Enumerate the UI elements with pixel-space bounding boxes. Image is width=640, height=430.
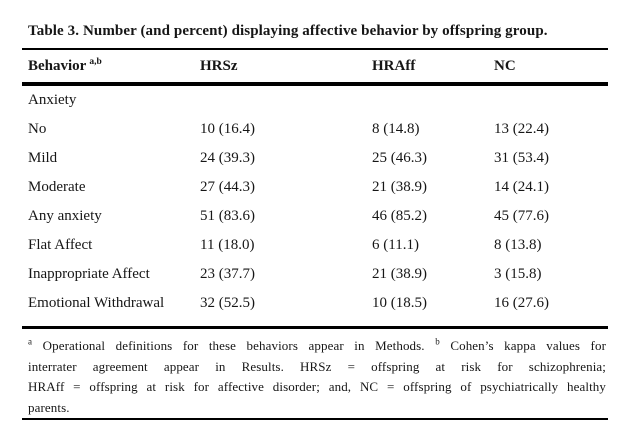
column-header-hraff: HRAff xyxy=(372,57,416,74)
column-header-hrsz: HRSz xyxy=(200,57,238,74)
cell-nc: 31 (53.4) xyxy=(494,149,549,166)
footnote-line: parents. xyxy=(28,399,70,415)
cell-hrsz: 23 (37.7) xyxy=(200,265,255,282)
table-row-no: No 10 (16.4) 8 (14.8) 13 (22.4) xyxy=(22,115,608,144)
cell-nc: 8 (13.8) xyxy=(494,236,542,253)
table-row-mild: Mild 24 (39.3) 25 (46.3) 31 (53.4) xyxy=(22,144,608,173)
cell-hrsz: 24 (39.3) xyxy=(200,149,255,166)
table-row-inappropriate-affect: Inappropriate Affect 23 (37.7) 21 (38.9)… xyxy=(22,260,608,289)
row-label: Flat Affect xyxy=(28,236,93,253)
cell-hraff: 8 (14.8) xyxy=(372,120,420,137)
footnote-line: HRAff = offspring at risk for affective … xyxy=(28,379,606,394)
table-row-moderate: Moderate 27 (44.3) 21 (38.9) 14 (24.1) xyxy=(22,173,608,202)
rule-bottom xyxy=(22,418,608,420)
rule-below-title xyxy=(22,48,608,50)
footnote-superscript-b: b xyxy=(435,336,440,347)
cell-nc: 3 (15.8) xyxy=(494,265,542,282)
cell-hrsz: 32 (52.5) xyxy=(200,294,255,311)
row-label: Any anxiety xyxy=(28,207,102,224)
cell-hraff: 6 (11.1) xyxy=(372,236,419,253)
cell-hraff: 21 (38.9) xyxy=(372,265,427,282)
column-header-behavior: Behavior a,b xyxy=(28,56,200,75)
cell-hrsz: 27 (44.3) xyxy=(200,178,255,195)
row-label: No xyxy=(28,120,47,137)
cell-nc: 13 (22.4) xyxy=(494,120,549,137)
table-body: Anxiety No 10 (16.4) 8 (14.8) 13 (22.4) … xyxy=(22,86,608,318)
rule-above-footnote xyxy=(22,325,608,329)
footnote-text: Operational definitions for these behavi… xyxy=(42,338,425,353)
table-row-emotional-withdrawal: Emotional Withdrawal 32 (52.5) 10 (18.5)… xyxy=(22,289,608,318)
behavior-header-superscript: a,b xyxy=(89,56,102,67)
row-label: Emotional Withdrawal xyxy=(28,294,165,311)
footnote-line: a Operational definitions for these beha… xyxy=(28,336,606,357)
cell-hraff: 46 (85.2) xyxy=(372,207,427,224)
table-row-flat-affect: Flat Affect 11 (18.0) 6 (11.1) 8 (13.8) xyxy=(22,231,608,260)
footnote-line: interrater agreement appear in Results. … xyxy=(28,358,606,374)
cell-hrsz: 11 (18.0) xyxy=(200,236,255,253)
row-label: Anxiety xyxy=(28,91,77,108)
table-row-any-anxiety: Any anxiety 51 (83.6) 46 (85.2) 45 (77.6… xyxy=(22,202,608,231)
cell-nc: 14 (24.1) xyxy=(494,178,549,195)
table-row-anxiety-section: Anxiety xyxy=(22,86,608,115)
cell-hraff: 10 (18.5) xyxy=(372,294,427,311)
rule-below-header xyxy=(22,82,608,86)
column-header-nc: NC xyxy=(494,57,516,74)
table-footnote: a Operational definitions for these beha… xyxy=(22,336,608,418)
table-title: Table 3. Number (and percent) displaying… xyxy=(28,23,548,39)
cell-nc: 16 (27.6) xyxy=(494,294,549,311)
footnote-superscript-a: a xyxy=(28,336,33,347)
cell-hrsz: 10 (16.4) xyxy=(200,120,255,137)
table-header-row: Behavior a,b HRSz HRAff NC xyxy=(22,50,608,82)
footnote-text: Cohen’s kappa values for xyxy=(450,338,607,353)
cell-nc: 45 (77.6) xyxy=(494,207,549,224)
behavior-header-label: Behavior xyxy=(28,57,87,74)
row-label: Inappropriate Affect xyxy=(28,265,150,282)
cell-hrsz: 51 (83.6) xyxy=(200,207,255,224)
row-label: Moderate xyxy=(28,178,86,195)
cell-hraff: 25 (46.3) xyxy=(372,149,427,166)
cell-hraff: 21 (38.9) xyxy=(372,178,427,195)
row-label: Mild xyxy=(28,149,58,166)
